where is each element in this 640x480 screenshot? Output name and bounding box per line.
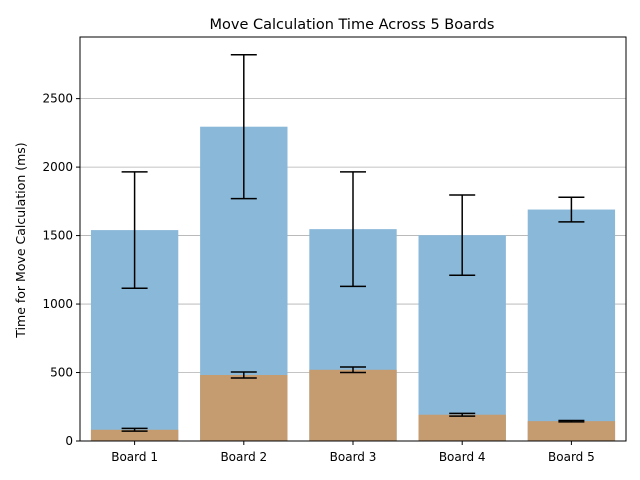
x-tick-label: Board 5 (548, 450, 595, 464)
y-tick-label: 1500 (42, 229, 73, 243)
axes: 0 500 1000 1500 2000 2500 Board 1 Board 2 Board … (42, 36, 627, 464)
chart-title: Move Calculation Time Across 5 Boards (210, 17, 495, 33)
y-tick-label: 2500 (42, 92, 73, 106)
y-tick-label: 0 (65, 434, 73, 448)
bar-series-b-4 (418, 414, 506, 441)
y-axis-label: Time for Move Calculation (ms) (13, 142, 28, 338)
y-tick-label: 500 (50, 366, 73, 380)
bar-series-b-1 (90, 429, 179, 441)
bar-series-b-2 (200, 374, 288, 441)
x-tick-label: Board 4 (439, 450, 486, 464)
x-tick-label: Board 2 (220, 450, 267, 464)
error-bars (121, 54, 585, 432)
bar-series-a-5 (527, 209, 616, 441)
x-tick-label: Board 1 (111, 450, 158, 464)
y-tick-label: 2000 (42, 160, 73, 174)
x-tick-label: Board 3 (330, 450, 377, 464)
bar-series-b-5 (527, 421, 616, 441)
bar-series-b-3 (309, 369, 397, 441)
y-tick-label: 1000 (42, 297, 73, 311)
bars (90, 126, 616, 442)
